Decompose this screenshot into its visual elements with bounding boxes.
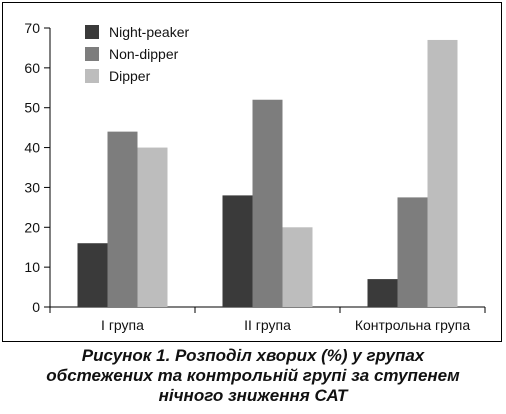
legend-label: Dipper — [109, 68, 151, 84]
caption-line-1: Рисунок 1. Розподіл хворих (%) у групах — [81, 346, 425, 365]
bar-night-peaker-3 — [367, 279, 398, 307]
legend-swatch — [85, 69, 99, 83]
caption-line-2: обстежених та контрольній групі за ступе… — [46, 366, 460, 385]
legend-label: Night-peaker — [109, 24, 189, 40]
figure-caption: Рисунок 1. Розподіл хворих (%) у групах … — [0, 346, 506, 406]
y-tick-label: 0 — [32, 299, 40, 315]
caption-line-3: нічного зниження САТ — [158, 386, 348, 405]
y-tick-label: 50 — [24, 100, 40, 116]
bar-non-dipper-3 — [397, 197, 428, 307]
chart-bars — [77, 39, 458, 307]
x-category-label: Контрольна група — [355, 317, 471, 333]
legend-swatch — [85, 47, 99, 61]
y-tick-label: 20 — [24, 219, 40, 235]
bar-dipper-3 — [427, 39, 458, 307]
bar-non-dipper-2 — [252, 99, 283, 307]
x-category-label: I група — [101, 317, 144, 333]
legend-label: Non-dipper — [109, 46, 179, 62]
bar-chart: 0 10 20 30 40 50 60 70 I група II група Контрольна… — [24, 20, 486, 333]
bar-night-peaker-1 — [77, 243, 108, 307]
y-tick-label: 30 — [24, 179, 40, 195]
y-tick-label: 40 — [24, 140, 40, 156]
bar-dipper-1 — [137, 147, 168, 307]
x-category-label: II група — [244, 317, 291, 333]
y-tick-label: 60 — [24, 60, 40, 76]
chart-legend: Night-peaker Non-dipper Dipper — [85, 24, 189, 84]
y-tick-label: 70 — [24, 20, 40, 36]
y-tick-label: 10 — [24, 259, 40, 275]
legend-swatch — [85, 25, 99, 39]
bar-non-dipper-1 — [107, 131, 138, 307]
bar-night-peaker-2 — [222, 195, 253, 307]
bar-dipper-2 — [282, 227, 313, 307]
